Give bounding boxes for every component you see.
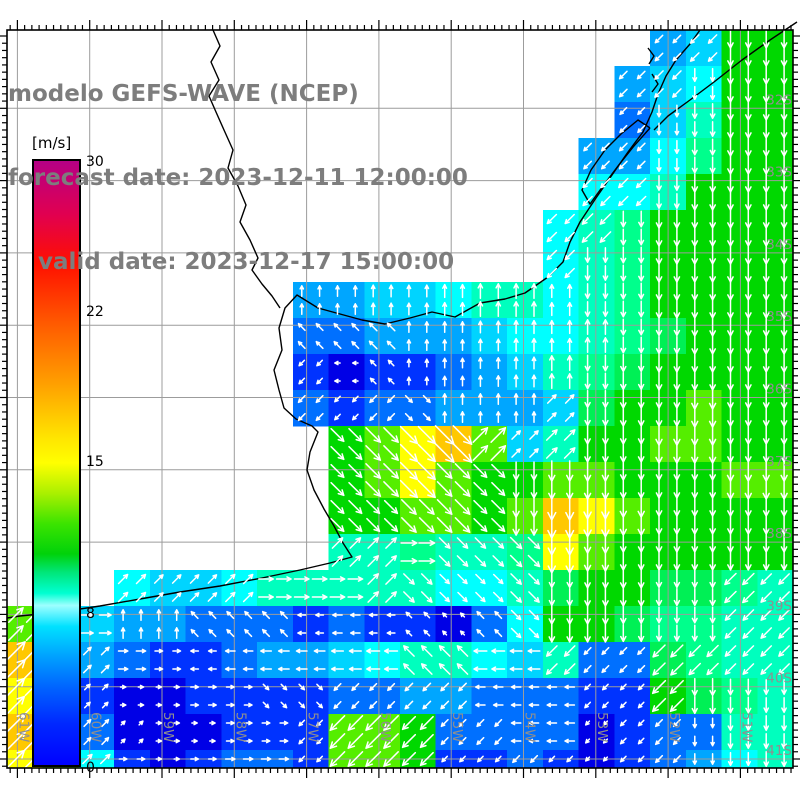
svg-text:39S: 39S: [766, 598, 792, 614]
svg-text:57W: 57W: [305, 712, 321, 743]
svg-text:33S: 33S: [766, 165, 792, 181]
svg-text:41S: 41S: [766, 743, 792, 759]
svg-text:30: 30: [86, 154, 104, 170]
plot-border: [6, 29, 794, 769]
svg-text:56W: 56W: [377, 712, 393, 743]
colorbar: [m/s] 30 22 15 8 0: [32, 134, 104, 776]
svg-text:34S: 34S: [766, 237, 792, 253]
svg-text:35S: 35S: [766, 309, 792, 325]
axis-labels: 61W 60W 59W 58W 57W 56W 55W 54W 53W 52W 51W 32S 33S 3…: [15, 92, 792, 759]
svg-text:32S: 32S: [766, 92, 792, 108]
svg-text:58W: 58W: [232, 712, 248, 743]
svg-text:60W: 60W: [88, 712, 104, 743]
axis-ticks: [0, 20, 800, 778]
svg-text:0: 0: [86, 760, 95, 776]
svg-text:59W: 59W: [160, 712, 176, 743]
svg-text:55W: 55W: [449, 712, 465, 743]
svg-text:40S: 40S: [766, 671, 792, 687]
svg-text:61W: 61W: [15, 712, 31, 743]
svg-text:51W: 51W: [738, 712, 754, 743]
svg-text:52W: 52W: [666, 712, 682, 743]
svg-text:37S: 37S: [766, 454, 792, 470]
wind-speed-cells: [7, 30, 794, 769]
svg-text:54W: 54W: [522, 712, 538, 743]
latlon-gridlines: [7, 30, 793, 768]
svg-text:22: 22: [86, 304, 104, 320]
svg-text:53W: 53W: [594, 712, 610, 743]
svg-text:36S: 36S: [766, 382, 792, 398]
svg-text:38S: 38S: [766, 526, 792, 542]
svg-text:15: 15: [86, 454, 104, 470]
wind-direction-arrows: [5, 29, 790, 769]
colorbar-unit-label: [m/s]: [32, 134, 71, 152]
svg-text:8: 8: [86, 606, 95, 622]
